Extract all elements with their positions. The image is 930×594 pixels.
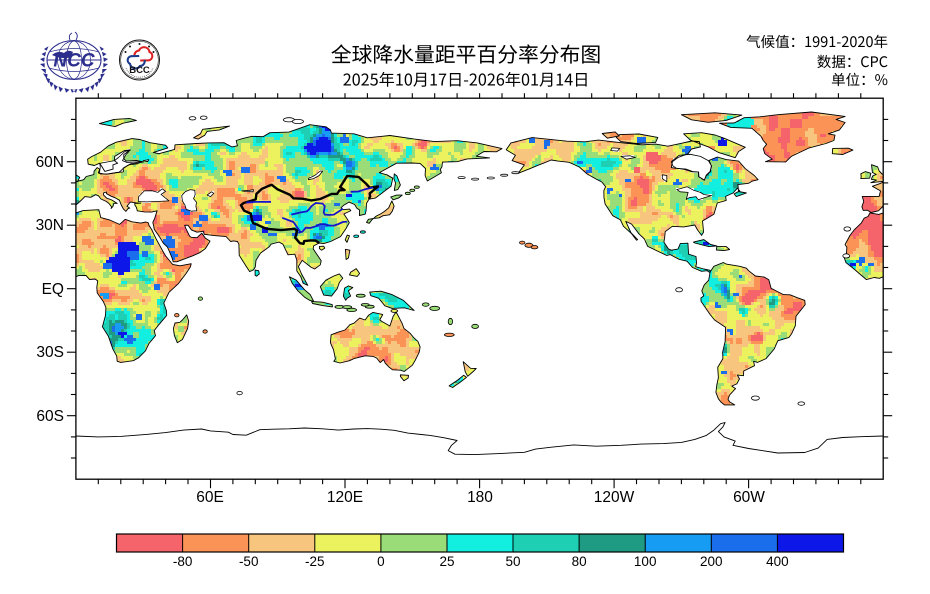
svg-text:60W: 60W (733, 489, 765, 506)
svg-text:30S: 30S (36, 344, 64, 361)
svg-text:60S: 60S (36, 408, 64, 425)
svg-text:-80: -80 (173, 554, 193, 569)
svg-text:50: 50 (505, 554, 520, 569)
svg-text:0: 0 (377, 554, 385, 569)
svg-text:25: 25 (439, 554, 454, 569)
svg-text:60N: 60N (36, 154, 64, 171)
svg-text:80: 80 (572, 554, 587, 569)
svg-text:100: 100 (634, 554, 657, 569)
svg-text:-50: -50 (239, 554, 259, 569)
svg-text:NCC: NCC (53, 51, 94, 72)
svg-text:400: 400 (766, 554, 789, 569)
svg-text:-25: -25 (305, 554, 325, 569)
svg-text:200: 200 (700, 554, 723, 569)
svg-text:30N: 30N (36, 217, 64, 234)
svg-text:EQ: EQ (42, 281, 64, 298)
svg-text:180: 180 (467, 489, 493, 506)
svg-text:60E: 60E (196, 489, 224, 506)
svg-text:120E: 120E (327, 489, 363, 506)
svg-text:120W: 120W (594, 489, 635, 506)
svg-text:BCC: BCC (129, 65, 150, 76)
